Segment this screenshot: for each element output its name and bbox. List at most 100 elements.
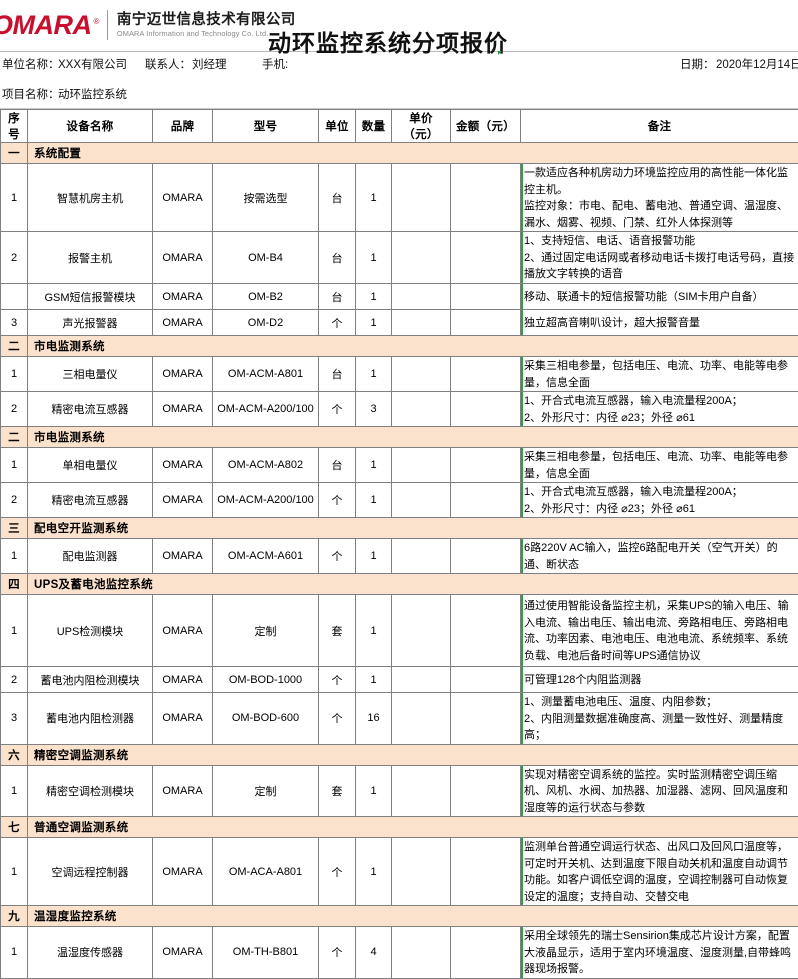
cell-price (392, 232, 451, 284)
cell-unit: 个 (319, 667, 356, 693)
cell-amount (451, 693, 521, 745)
remark-text: 采集三相电参量，包括电压、电流、功率、电能等电参量，信息全面 (524, 448, 795, 482)
cell-remark: 一款适应各种机房动力环境监控应用的高性能一体化监控主机。 监控对象：市电、配电、… (521, 164, 798, 232)
section-number: 三 (1, 518, 28, 539)
cell-unit: 个 (319, 693, 356, 745)
cell-device: GSM短信报警模块 (28, 284, 153, 310)
cell-brand: OMARA (153, 667, 213, 693)
cell-price (392, 483, 451, 518)
cell-qty: 1 (356, 310, 392, 336)
cell-qty: 1 (356, 667, 392, 693)
remark-edge-marker-icon (521, 392, 523, 426)
date-value: 2020年12月14日 (716, 58, 798, 72)
section-header-row: 一系统配置 (1, 143, 798, 164)
cell-price (392, 284, 451, 310)
company-label: 单位名称： (2, 58, 60, 72)
cell-price (392, 357, 451, 392)
section-number: 四 (1, 574, 28, 595)
cell-brand: OMARA (153, 357, 213, 392)
cell-brand: OMARA (153, 595, 213, 667)
cell-model: OM-ACM-A601 (213, 539, 319, 574)
cell-unit: 个 (319, 310, 356, 336)
cell-remark: 6路220V AC输入，监控6路配电开关（空气开关）的通、断状态 (521, 539, 798, 574)
remark-edge-marker-icon (521, 927, 523, 978)
cell-qty: 1 (356, 483, 392, 518)
section-header-row: 九温湿度监控系统 (1, 906, 798, 927)
cell-device: 空调远程控制器 (28, 838, 153, 906)
cell-qty: 16 (356, 693, 392, 745)
cell-model: OM-BOD-600 (213, 693, 319, 745)
col-header-amount: 金额（元） (451, 110, 521, 143)
col-header-model: 型号 (213, 110, 319, 143)
cell-index: 2 (1, 392, 28, 427)
cell-amount (451, 595, 521, 667)
remark-edge-marker-icon (521, 667, 523, 692)
omara-wordmark-icon: OMARA® (0, 12, 99, 39)
remark-edge-marker-icon (521, 284, 523, 309)
cell-remark: 可管理128个内阻监测器 (521, 667, 798, 693)
cell-amount (451, 539, 521, 574)
section-title: 系统配置 (28, 143, 798, 164)
cell-brand: OMARA (153, 448, 213, 483)
col-header-brand: 品牌 (153, 110, 213, 143)
cell-unit: 台 (319, 357, 356, 392)
cell-brand: OMARA (153, 838, 213, 906)
remark-edge-marker-icon (521, 310, 523, 335)
document-header: OMARA® 南宁迈世信息技术有限公司 OMARA Information an… (0, 0, 798, 52)
cell-model: OM-ACM-A801 (213, 357, 319, 392)
cell-unit: 台 (319, 164, 356, 232)
section-title: UPS及蓄电池监控系统 (28, 574, 798, 595)
cell-price (392, 164, 451, 232)
cell-device: 精密电流互感器 (28, 392, 153, 427)
meta-row-company: 单位名称： XXX有限公司 联系人： 刘经理 手机: 日期： 2020年12月1… (0, 52, 798, 84)
cell-amount (451, 232, 521, 284)
cell-index: 3 (1, 693, 28, 745)
remark-text: 采集三相电参量，包括电压、电流、功率、电能等电参量，信息全面 (524, 357, 795, 391)
remark-text: 6路220V AC输入，监控6路配电开关（空气开关）的通、断状态 (524, 539, 795, 573)
cell-remark: 移动、联通卡的短信报警功能（SIM卡用户自备） (521, 284, 798, 310)
cell-model: OM-ACM-A200/100 (213, 483, 319, 518)
cell-unit: 个 (319, 539, 356, 574)
remark-edge-marker-icon (521, 595, 523, 666)
cell-device: 声光报警器 (28, 310, 153, 336)
remark-edge-marker-icon (521, 164, 523, 231)
cell-amount (451, 448, 521, 483)
cell-index: 1 (1, 595, 28, 667)
phone-label: 手机: (262, 58, 288, 72)
cell-amount (451, 838, 521, 906)
remark-edge-marker-icon (521, 448, 523, 482)
meta-row-project: 项目名称： 动环监控系统 (0, 84, 798, 106)
cell-index: 1 (1, 838, 28, 906)
cell-amount (451, 392, 521, 427)
remark-text: 监测单台普通空调运行状态、出风口及回风口温度等，可定时开关机、达到温度下限自动关… (524, 838, 795, 905)
cell-brand: OMARA (153, 232, 213, 284)
cell-amount (451, 164, 521, 232)
cell-unit: 个 (319, 838, 356, 906)
cell-unit: 台 (319, 448, 356, 483)
col-header-qty: 数量 (356, 110, 392, 143)
table-head: 序号 设备名称 品牌 型号 单位 数量 单价（元） 金额（元） 备注 (1, 110, 798, 143)
remark-text: 移动、联通卡的短信报警功能（SIM卡用户自备） (524, 288, 795, 306)
cell-qty: 3 (356, 392, 392, 427)
cell-model: OM-ACM-A802 (213, 448, 319, 483)
col-header-remark: 备注 (521, 110, 798, 143)
cell-amount (451, 357, 521, 392)
cell-index: 2 (1, 483, 28, 518)
cell-brand: OMARA (153, 164, 213, 232)
project-label: 项目名称： (2, 88, 60, 102)
cell-remark: 采集三相电参量，包括电压、电流、功率、电能等电参量，信息全面 (521, 448, 798, 483)
